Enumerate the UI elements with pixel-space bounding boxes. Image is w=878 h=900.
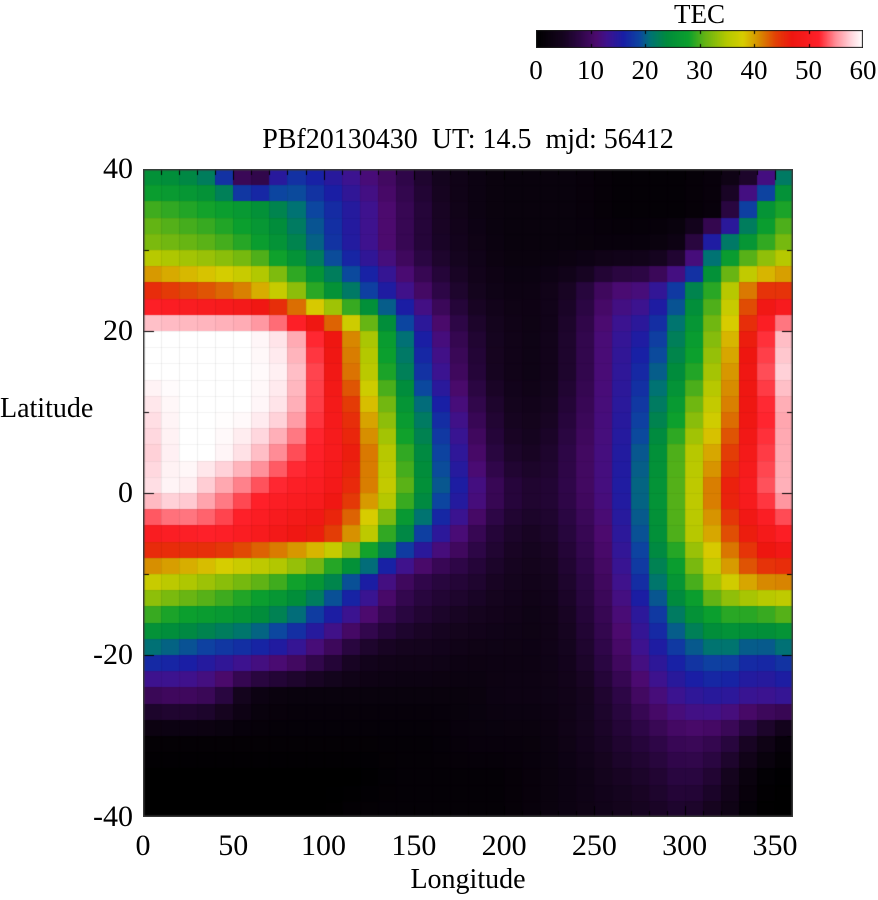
x-tick-label: 50 (218, 829, 249, 862)
colorbar-tick-label: 10 (577, 55, 604, 85)
colorbar-tick-label: 40 (740, 55, 768, 85)
colorbar-tick-label: 0 (529, 55, 543, 85)
x-tick-label: 250 (571, 829, 617, 862)
y-tick-label: 20 (103, 314, 133, 347)
y-tick-label: 40 (103, 152, 133, 185)
x-tick-label: 100 (301, 829, 347, 862)
x-tick-label: 200 (481, 829, 527, 862)
y-tick-label: -40 (93, 800, 133, 833)
tec-heatmap-canvas (143, 169, 793, 817)
y-tick-label: -20 (93, 638, 133, 671)
x-tick-label: 150 (391, 829, 437, 862)
y-axis-label: Latitude (0, 393, 94, 424)
plot-title: PBf20130430 UT: 14.5 mjd: 56412 (262, 124, 674, 155)
colorbar-tick-label: 50 (795, 55, 822, 85)
colorbar-tick-label: 60 (849, 55, 877, 85)
y-tick-label: 0 (118, 476, 133, 509)
x-axis-label: Longitude (410, 864, 526, 895)
colorbar-tick-label: 30 (686, 55, 713, 85)
x-tick-label: 300 (662, 829, 708, 862)
x-tick-label: 350 (752, 829, 798, 862)
x-tick-label: 0 (135, 829, 151, 862)
colorbar-gradient (536, 30, 863, 48)
colorbar-title: TEC (674, 0, 725, 29)
colorbar-tick-label: 20 (631, 55, 659, 85)
